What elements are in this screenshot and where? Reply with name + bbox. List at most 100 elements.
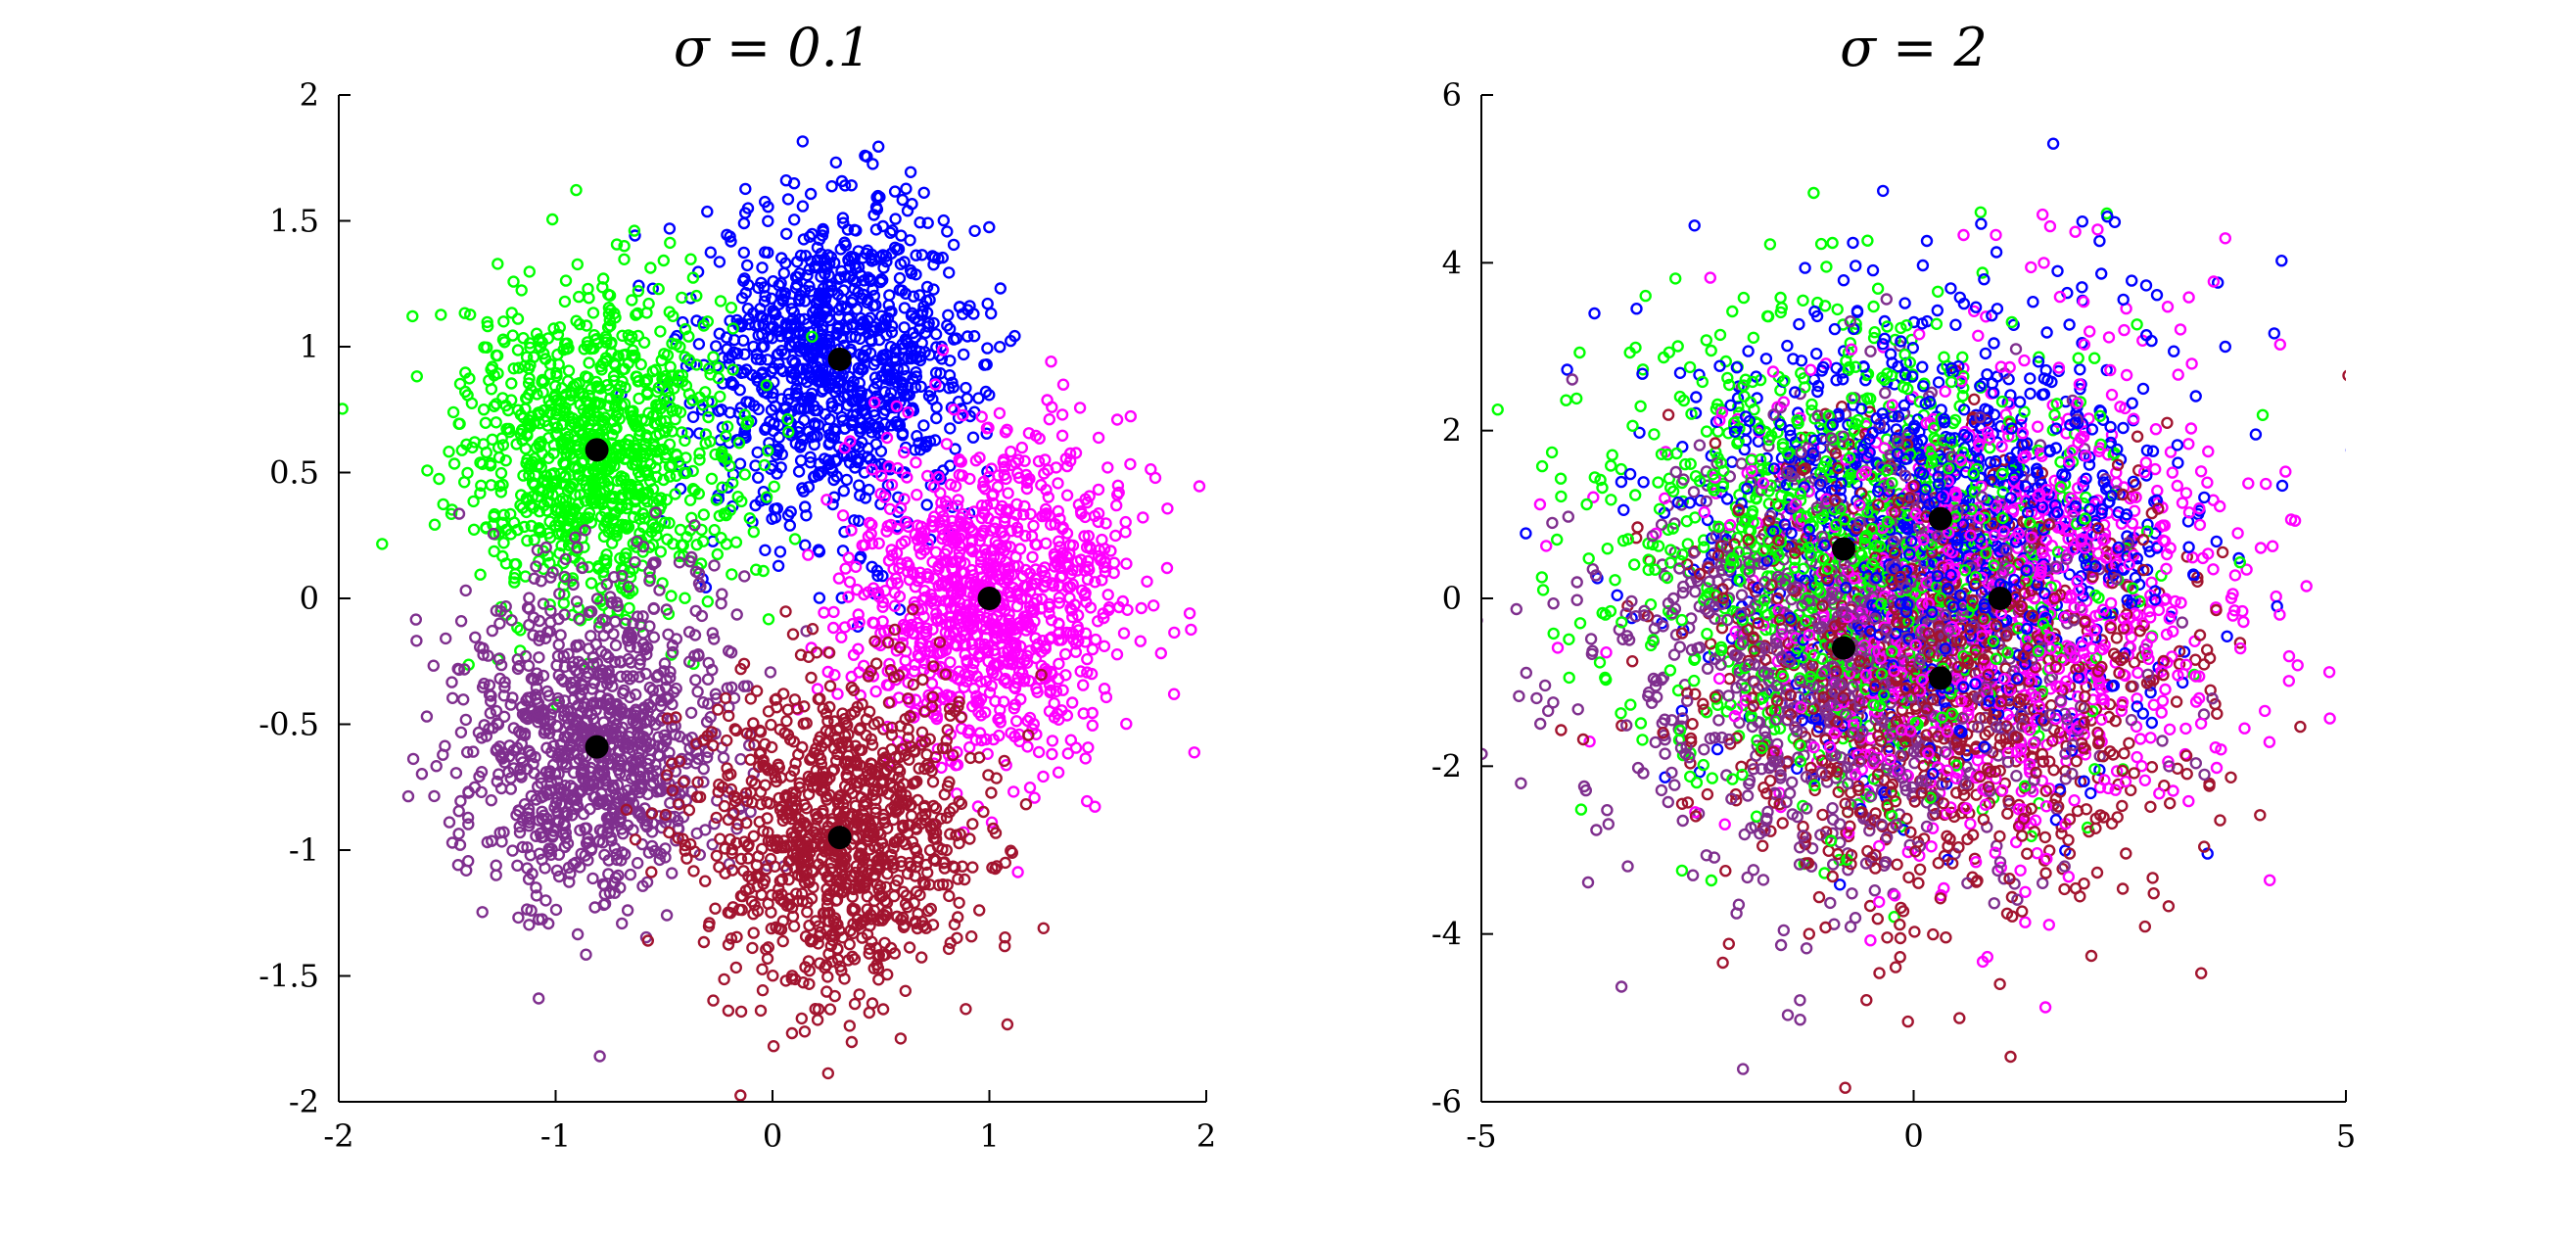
data-point [1112, 486, 1125, 499]
data-point [942, 308, 955, 321]
data-point [823, 428, 836, 442]
data-point [762, 214, 774, 228]
data-point [420, 710, 434, 723]
data-point [842, 551, 855, 564]
data-point [770, 692, 783, 705]
data-point [566, 572, 580, 585]
data-point [790, 387, 803, 400]
data-point [929, 832, 943, 845]
data-point [504, 772, 517, 784]
data-point [877, 352, 890, 364]
data-point [781, 393, 795, 406]
data-point [756, 963, 769, 975]
data-point [581, 336, 594, 349]
data-point [868, 635, 881, 647]
data-point [539, 894, 552, 907]
data-point [781, 509, 795, 522]
data-point [911, 775, 923, 788]
data-point [427, 659, 440, 672]
data-point [850, 823, 864, 835]
data-point [511, 312, 525, 325]
data-point [891, 874, 904, 887]
data-point [497, 710, 511, 723]
data-point [707, 351, 720, 363]
data-point [967, 657, 980, 670]
data-point [674, 730, 686, 743]
data-point [708, 559, 721, 572]
data-point [816, 852, 828, 865]
data-point [582, 511, 595, 524]
data-point [904, 799, 916, 813]
data-point [738, 570, 751, 583]
data-point [533, 913, 545, 926]
data-point [851, 700, 864, 713]
data-point [916, 673, 929, 687]
data-point [955, 455, 967, 468]
data-point [832, 441, 846, 453]
data-point [910, 268, 922, 281]
data-point [866, 758, 878, 771]
data-point [786, 628, 800, 641]
data-point [946, 562, 959, 575]
data-point [682, 804, 696, 817]
data-point [846, 950, 859, 963]
data-point [858, 351, 870, 364]
data-point [855, 389, 867, 402]
data-point [1078, 589, 1092, 602]
data-point [636, 540, 650, 553]
data-point [430, 760, 443, 773]
data-point [602, 651, 615, 664]
data-point [647, 631, 661, 643]
data-point [706, 627, 719, 640]
data-point [494, 486, 507, 498]
data-point [561, 837, 575, 850]
data-point [845, 296, 858, 309]
data-point [896, 794, 909, 807]
data-point [1097, 611, 1110, 625]
data-point [898, 321, 911, 334]
data-point [604, 337, 618, 351]
data-point [999, 426, 1012, 439]
data-point [1022, 427, 1036, 440]
data-point [804, 935, 818, 948]
data-point [580, 319, 593, 332]
data-point [932, 470, 945, 484]
data-point [885, 855, 898, 868]
data-point [608, 886, 622, 899]
data-point [968, 330, 981, 343]
data-point [963, 832, 976, 845]
data-point [817, 702, 829, 715]
data-point [839, 562, 852, 575]
data-point [997, 455, 1009, 469]
data-point [792, 813, 806, 826]
data-point [915, 308, 928, 321]
data-point [871, 586, 885, 599]
data-point [823, 680, 837, 692]
data-point [540, 685, 554, 698]
data-point [723, 709, 735, 723]
data-point [821, 971, 834, 983]
data-point [913, 289, 926, 302]
data-point [459, 713, 472, 727]
data-point [630, 308, 642, 321]
data-point [868, 408, 881, 422]
data-point [527, 501, 539, 514]
data-point [476, 457, 489, 470]
data-point [687, 865, 700, 878]
data-point [726, 568, 738, 581]
data-point [738, 348, 751, 360]
data-point [793, 362, 807, 376]
data-point [860, 344, 872, 357]
data-point [555, 438, 568, 451]
data-point [730, 347, 744, 360]
data-point [820, 774, 833, 787]
data-point [874, 445, 888, 457]
data-point [980, 422, 994, 435]
data-point [1092, 515, 1104, 529]
data-point [760, 379, 773, 392]
data-point [522, 873, 536, 885]
data-point [799, 539, 812, 551]
data-point [824, 939, 837, 952]
data-point [632, 279, 645, 292]
data-point [1080, 794, 1094, 808]
